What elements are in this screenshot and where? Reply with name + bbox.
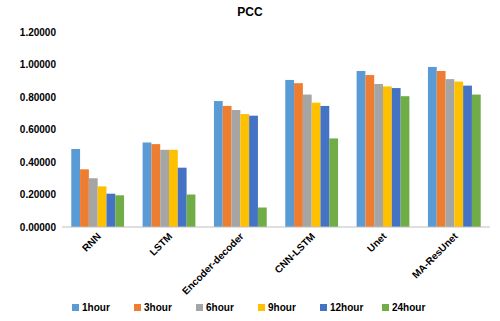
bar	[258, 208, 267, 228]
legend-label: 6hour	[206, 302, 234, 313]
bar	[374, 84, 383, 227]
bar	[178, 168, 187, 227]
y-tick-label: 1.00000	[20, 59, 57, 70]
x-tick-label: Encoder-decoder	[180, 231, 246, 297]
bar	[392, 88, 401, 227]
x-axis	[62, 227, 490, 228]
x-tick-label: CNN-LSTM	[272, 231, 317, 276]
y-tick	[59, 227, 62, 228]
bar	[223, 106, 232, 227]
bar	[294, 83, 303, 227]
chart-container: PCC 0.00000 0.20000 0.40000 0.60000 0.80000 1.…	[0, 0, 500, 321]
bar	[249, 116, 258, 227]
y-tick-label: 1.20000	[20, 27, 57, 38]
bar	[106, 194, 115, 227]
bar	[115, 195, 124, 227]
y-tick	[59, 32, 62, 33]
legend-label: 1hour	[82, 302, 110, 313]
bar	[428, 67, 437, 227]
bar	[232, 110, 241, 227]
bar	[160, 150, 169, 227]
bar	[98, 186, 107, 227]
legend: 1hour 3hour 6hour 9hour 12hour 24hour	[72, 302, 425, 313]
bar	[80, 169, 89, 227]
legend-swatch	[134, 304, 141, 311]
bar	[240, 114, 249, 227]
y-tick-label: 0.80000	[20, 92, 57, 103]
legend-label: 9hour	[268, 302, 296, 313]
bar	[151, 144, 160, 227]
y-tick	[59, 97, 62, 98]
bar	[285, 80, 294, 227]
legend-label: 24hour	[392, 302, 425, 313]
y-tick-label: 0.40000	[20, 157, 57, 168]
bar	[437, 71, 446, 227]
bar	[214, 101, 223, 227]
x-tick-label: MA-ResUnet	[410, 230, 460, 280]
bars	[71, 67, 480, 227]
bar	[71, 149, 80, 227]
bar	[472, 95, 481, 227]
bar	[446, 79, 455, 227]
y-tick	[59, 194, 62, 195]
y-tick	[59, 129, 62, 130]
bar	[312, 103, 321, 227]
bar	[303, 95, 312, 227]
bar	[187, 195, 196, 228]
chart-title: PCC	[237, 5, 263, 19]
y-tick-label: 0.00000	[20, 222, 57, 233]
bar	[365, 75, 374, 227]
bar	[169, 150, 178, 227]
bar	[89, 178, 98, 227]
bar	[357, 71, 366, 227]
x-tick-label: LSTM	[147, 231, 174, 258]
legend-swatch	[320, 304, 327, 311]
legend-label: 12hour	[330, 302, 363, 313]
legend-swatch	[382, 304, 389, 311]
bar	[383, 86, 392, 227]
bar	[329, 138, 338, 227]
y-tick-label: 0.60000	[20, 124, 57, 135]
bar	[320, 106, 329, 227]
x-tick-label: Unet	[365, 230, 389, 254]
legend-swatch	[196, 304, 203, 311]
legend-swatch	[258, 304, 265, 311]
y-tick	[59, 162, 62, 163]
legend-label: 3hour	[144, 302, 172, 313]
x-tick-label: RNN	[80, 231, 103, 254]
bar	[143, 143, 152, 228]
bar	[401, 96, 410, 227]
legend-swatch	[72, 304, 79, 311]
y-tick	[59, 64, 62, 65]
bar	[454, 82, 463, 227]
bar	[463, 86, 472, 227]
chart-svg: PCC 0.00000 0.20000 0.40000 0.60000 0.80000 1.…	[0, 0, 500, 321]
y-tick-label: 0.20000	[20, 189, 57, 200]
